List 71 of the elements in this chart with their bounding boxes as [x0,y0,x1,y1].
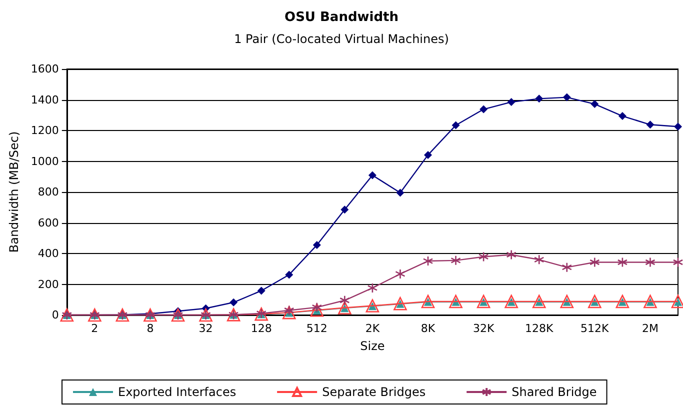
point [422,256,434,266]
point [560,294,574,308]
point [506,250,516,260]
x-tick-label: 2M [642,322,658,335]
chart-subtitle: 1 Pair (Co-located Virtual Machines) [234,32,449,46]
point [395,268,406,280]
y-tick-label: 800 [38,186,59,198]
point [285,270,294,279]
point [476,294,490,308]
point [535,94,544,103]
y-tick-label: 1600 [30,62,59,76]
point [340,206,349,214]
legend-label: Shared Bridge [512,385,597,399]
point [310,303,324,317]
point [672,257,683,268]
point [507,98,516,106]
x-tick-label: 512 [306,322,328,335]
x-tick-label: 128 [250,322,272,335]
legend-label: Exported Interfaces [118,385,236,399]
point [282,306,296,320]
point [562,93,571,102]
x-tick-label: 8 [146,322,154,335]
x-tick-label: 32 [198,322,213,335]
point [257,286,266,295]
y-tick-label: 1000 [30,154,59,168]
point [480,105,488,114]
point [616,294,630,308]
point [340,295,350,306]
point [368,171,376,180]
point [230,298,238,306]
point [452,121,460,130]
y-tick-label: 200 [38,278,59,291]
point [478,252,489,262]
point [644,294,657,308]
point [562,262,572,272]
point [366,299,380,312]
point [367,282,378,294]
point [338,301,352,314]
point [645,257,656,268]
y-tick-label: 1200 [30,124,59,137]
x-tick-label: 512K [580,322,610,335]
x-axis-title: Size [360,339,385,353]
point [674,122,682,131]
y-tick-label: 600 [38,216,59,230]
point [617,257,628,268]
point [534,254,544,265]
point [590,257,600,268]
point [449,294,462,308]
point [396,188,404,197]
x-tick-label: 128K [525,322,554,335]
x-tick-label: 32K [472,322,495,335]
point [504,294,518,308]
y-tick-label: 0 [52,308,59,322]
y-tick-label: 400 [38,247,59,260]
point [532,294,546,308]
point [421,294,435,308]
point [394,296,407,310]
chart-title: OSU Bandwidth [284,10,398,25]
point [646,120,654,129]
point [618,112,626,120]
x-tick-label: 2 [91,322,98,335]
point [588,294,602,308]
x-tick-label: 2K [365,322,380,335]
y-tick-label: 1400 [30,93,59,106]
point [312,241,321,250]
point [590,100,599,108]
x-tick-label: 8K [420,322,436,335]
legend-label: Separate Bridges [322,385,426,399]
y-axis-title: Bandwidth (MB/Sec) [7,131,21,253]
point [450,255,461,266]
point [424,150,432,159]
